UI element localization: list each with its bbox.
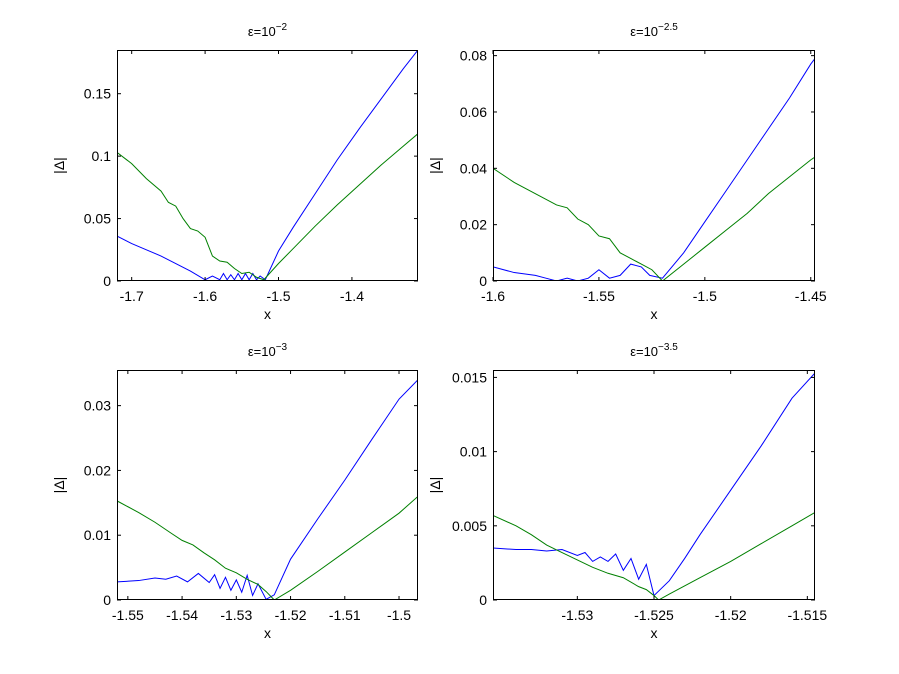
x-tick-label: -1.55 xyxy=(112,607,144,623)
x-tick-label: -1.55 xyxy=(583,288,615,304)
x-axis-label: x xyxy=(651,306,658,322)
y-tick-label: 0.03 xyxy=(84,398,111,414)
y-tick-label: 0.08 xyxy=(460,48,487,64)
x-tick-label: -1.6 xyxy=(193,288,217,304)
y-tick-label: 0 xyxy=(479,592,487,608)
y-axis-label: |Δ| xyxy=(51,157,67,174)
x-tick-label: -1.525 xyxy=(634,607,674,623)
y-tick-label: 0 xyxy=(103,273,111,289)
axes-box xyxy=(493,50,815,281)
x-tick-label: -1.51 xyxy=(329,607,361,623)
y-axis-label: |Δ| xyxy=(51,477,67,494)
blue-series-line xyxy=(117,379,418,600)
axes-box xyxy=(117,370,418,600)
y-tick-label: 0.01 xyxy=(460,444,487,460)
x-tick-label: -1.5 xyxy=(387,607,411,623)
green-series-line xyxy=(493,512,815,600)
x-tick-label: -1.53 xyxy=(220,607,252,623)
x-tick-label: -1.54 xyxy=(166,607,198,623)
x-tick-label: -1.5 xyxy=(693,288,717,304)
subplot-title: ε=10−2 xyxy=(248,22,288,39)
subplot-4: -1.53 -1.525 -1.52 -1.515 0 0.005 0.01 0.015 ε=1… xyxy=(427,342,827,641)
y-axis-label: |Δ| xyxy=(427,477,443,494)
x-axis-label: x xyxy=(651,625,658,641)
subplot-3: -1.55 -1.54 -1.53 -1.52 -1.51 -1.5 0 0.01 0.02 0.… xyxy=(51,342,418,641)
y-tick-label: 0.06 xyxy=(460,104,487,120)
x-tick-label: -1.515 xyxy=(787,607,827,623)
x-tick-label: -1.52 xyxy=(715,607,747,623)
subplot-title: ε=10−3 xyxy=(248,342,288,359)
x-tick-label: -1.4 xyxy=(340,288,364,304)
x-tick-label: -1.5 xyxy=(266,288,290,304)
y-tick-label: 0.04 xyxy=(460,160,487,176)
y-tick-label: 0.02 xyxy=(460,217,487,233)
x-tick-label: -1.45 xyxy=(795,288,827,304)
green-series-line xyxy=(117,133,418,281)
y-tick-label: 0.15 xyxy=(84,86,111,102)
axes-box xyxy=(117,50,418,281)
x-tick-label: -1.52 xyxy=(275,607,307,623)
x-tick-label: -1.6 xyxy=(481,288,505,304)
x-axis-label: x xyxy=(264,625,271,641)
y-axis-label: |Δ| xyxy=(427,157,443,174)
x-axis-label: x xyxy=(264,306,271,322)
subplot-1: -1.7 -1.6 -1.5 -1.4 0 0.05 0.1 0.15 ε=10−2 x |Δ| xyxy=(51,22,418,322)
y-tick-label: 0 xyxy=(103,592,111,608)
x-tick-label: -1.7 xyxy=(120,288,144,304)
y-tick-label: 0.1 xyxy=(92,148,112,164)
y-tick-label: 0.01 xyxy=(84,527,111,543)
subplot-title: ε=10−2.5 xyxy=(630,22,678,39)
subplot-2: -1.6 -1.55 -1.5 -1.45 0 0.02 0.04 0.06 0.08 ε=10−… xyxy=(427,22,827,322)
y-tick-label: 0.005 xyxy=(452,518,487,534)
blue-series-line xyxy=(117,50,418,281)
y-tick-label: 0 xyxy=(479,273,487,289)
subplot-title: ε=10−3.5 xyxy=(630,342,678,359)
y-tick-label: 0.02 xyxy=(84,462,111,478)
green-series-line xyxy=(117,495,418,600)
y-tick-label: 0.015 xyxy=(452,369,487,385)
x-tick-label: -1.53 xyxy=(561,607,593,623)
y-tick-label: 0.05 xyxy=(84,211,111,227)
green-series-line xyxy=(493,156,815,281)
